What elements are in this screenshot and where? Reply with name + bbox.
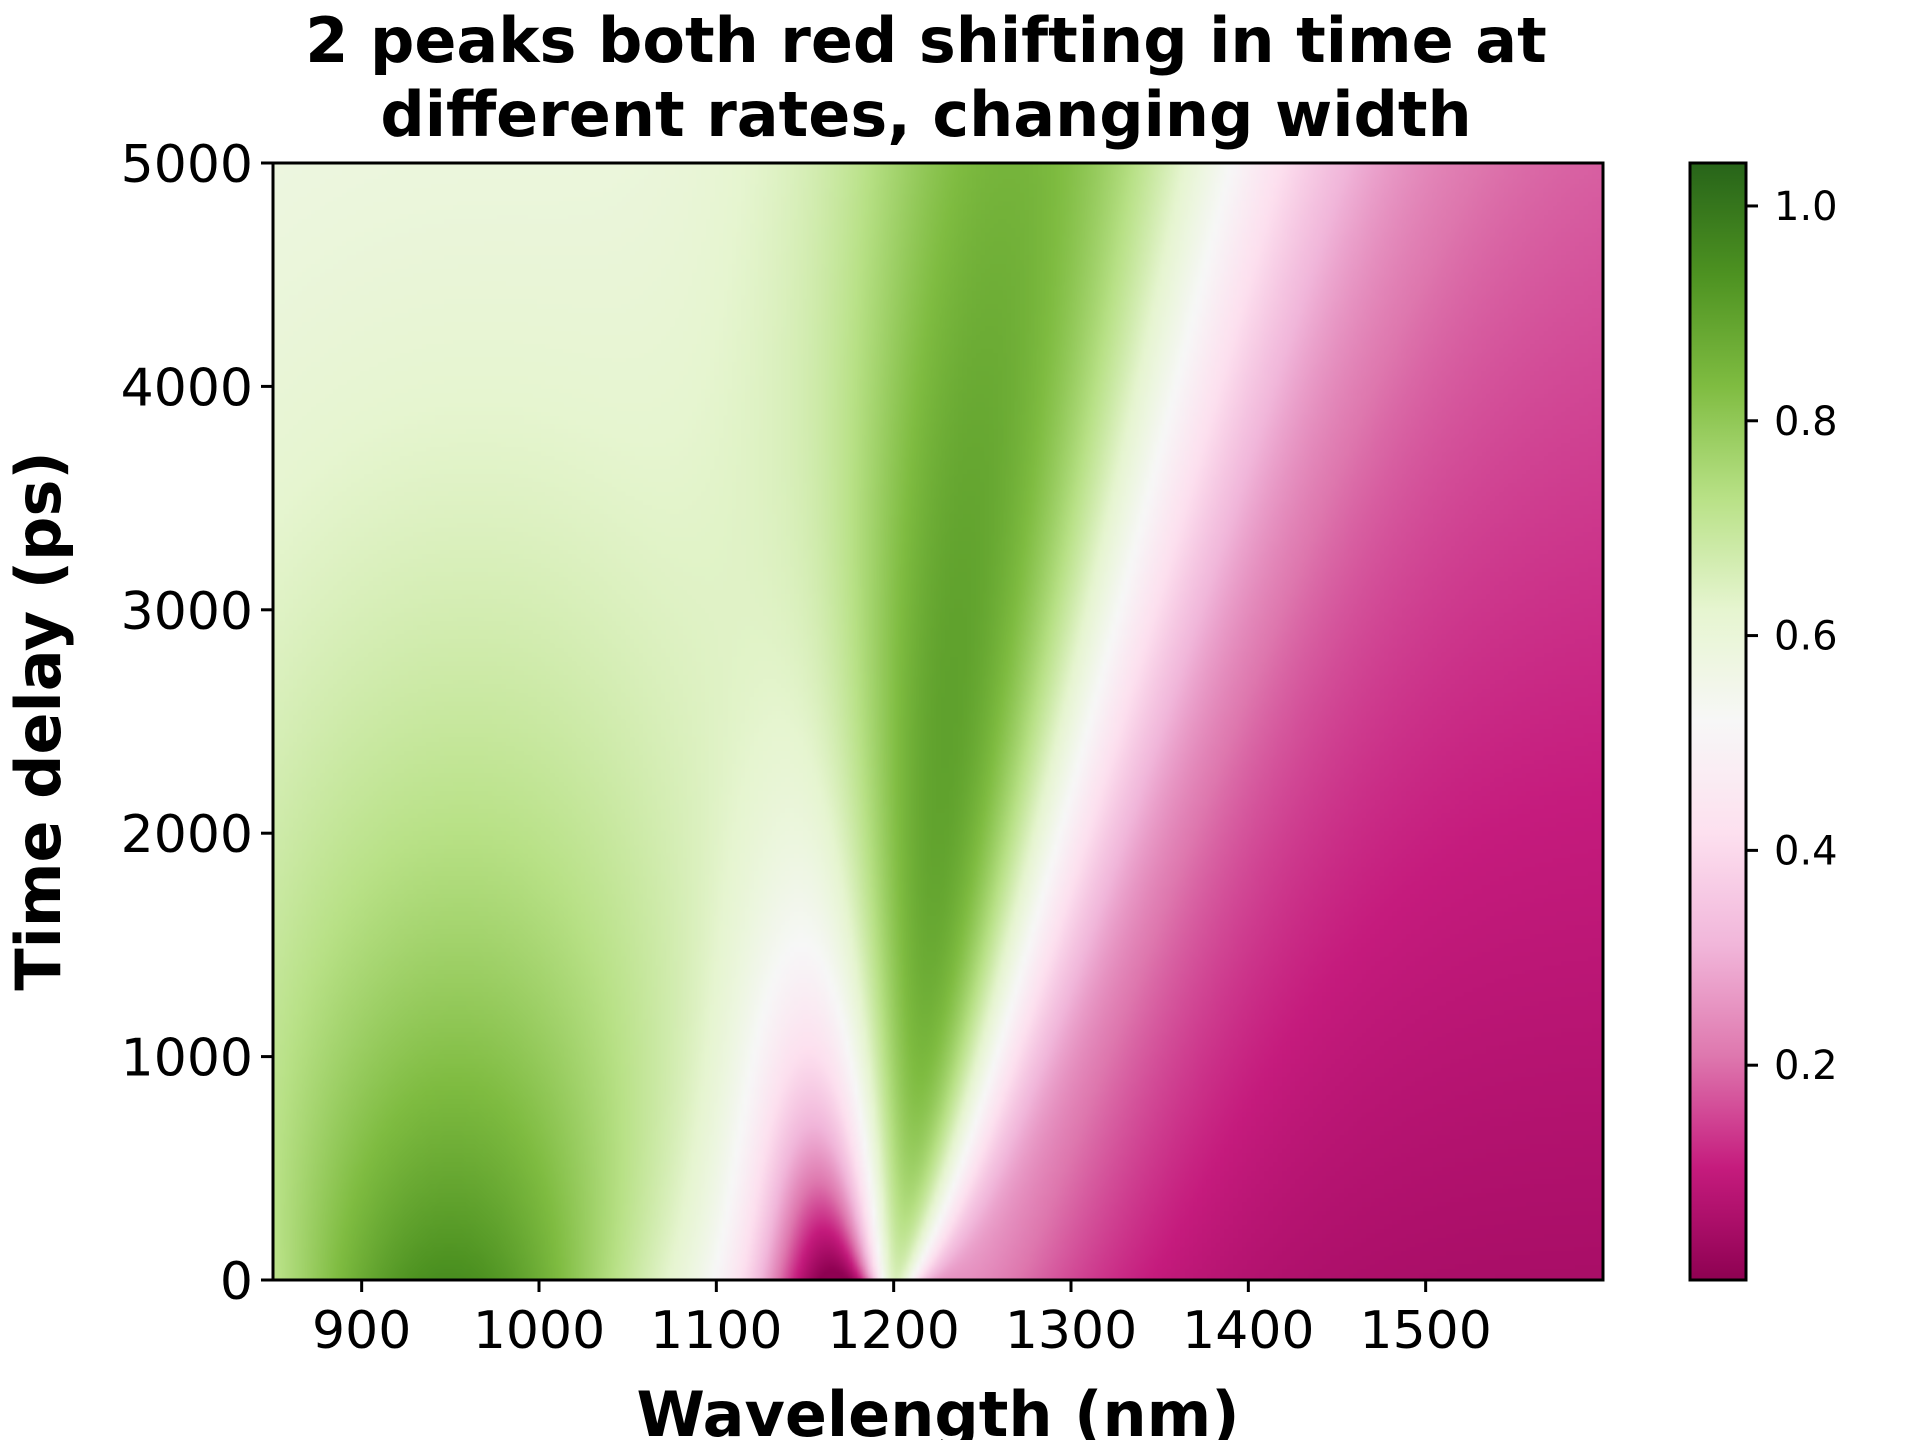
heatmap-image	[273, 163, 1603, 1280]
y-tick-label: 1000	[121, 1029, 253, 1089]
colorbar-tick-label: 0.2	[1774, 1043, 1838, 1089]
x-axis-label: Wavelength (nm)	[636, 1378, 1239, 1440]
y-axis: 0 1000 2000 3000 4000 5000	[121, 135, 273, 1312]
y-tick-label: 3000	[121, 582, 253, 642]
colorbar-tick-label: 0.4	[1774, 828, 1838, 874]
x-tick-label: 1300	[1005, 1301, 1137, 1361]
colorbar-tick-label: 0.8	[1774, 399, 1838, 445]
x-axis: 900 1000 1100 1200 1300 1400 1500	[312, 1280, 1492, 1361]
colorbar-frame	[1688, 161, 1748, 1282]
chart-title-line-2: different rates, changing width	[380, 78, 1471, 151]
plot-frame	[271, 161, 1605, 1282]
heatmap-plot-area	[273, 163, 1603, 1280]
y-axis-label: Time delay (ps)	[2, 451, 75, 990]
colorbar-tick-label: 0.6	[1774, 614, 1838, 660]
chart-title: 2 peaks both red shifting in time at dif…	[305, 4, 1546, 151]
x-tick-label: 1200	[827, 1301, 959, 1361]
x-tick-label: 1000	[473, 1301, 605, 1361]
x-tick-label: 1500	[1359, 1301, 1491, 1361]
y-tick-label: 2000	[121, 805, 253, 865]
x-tick-label: 1100	[650, 1301, 782, 1361]
colorbar: 0.2 0.4 0.6 0.8 1.0	[1688, 161, 1838, 1282]
y-tick-label: 4000	[121, 358, 253, 418]
colorbar-gradient	[1690, 163, 1746, 1280]
x-tick-label: 900	[312, 1301, 411, 1361]
chart-title-line-1: 2 peaks both red shifting in time at	[305, 4, 1546, 77]
y-tick-label: 5000	[121, 135, 253, 195]
colorbar-tick-label: 1.0	[1774, 184, 1838, 230]
y-tick-label: 0	[220, 1252, 253, 1312]
x-tick-label: 1400	[1182, 1301, 1314, 1361]
